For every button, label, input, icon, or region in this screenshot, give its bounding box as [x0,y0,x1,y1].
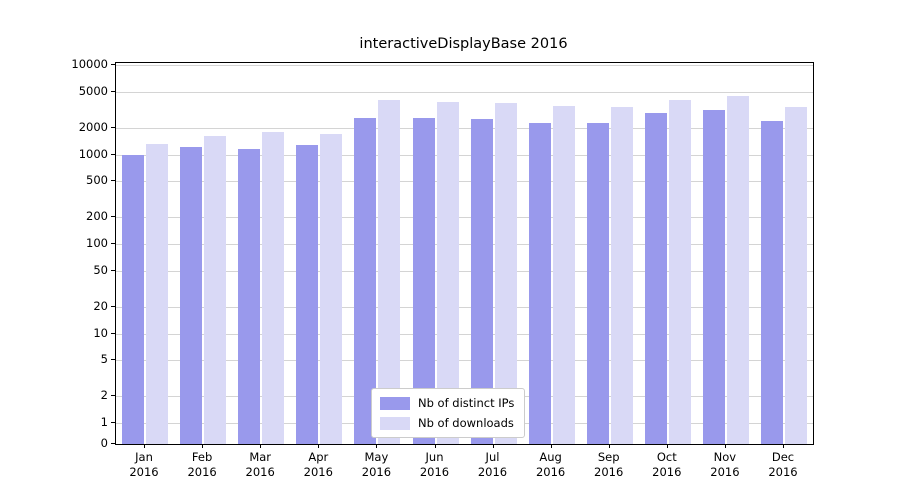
x-tick-mark [724,444,726,448]
gridline [116,360,813,362]
y-tick-mark [111,243,115,244]
bar-distinct-ips [354,118,377,444]
y-tick-label: 2000 [78,119,108,134]
bar-distinct-ips [586,122,609,444]
gridline [116,244,813,245]
bar-distinct-ips [238,149,261,444]
bar-downloads [668,100,691,444]
x-tick-mark [202,444,204,448]
gridline [116,65,813,66]
y-tick-mark [111,153,115,155]
x-tick-mark [492,444,494,448]
plot-area [115,62,814,445]
y-tick-label: 0 [100,436,108,450]
x-tick-label: Apr 2016 [303,450,333,479]
x-tick-label: May 2016 [361,450,392,479]
gridline [116,154,813,156]
x-tick-mark [376,444,378,448]
bar-distinct-ips [644,113,667,444]
y-tick-label: 2 [100,388,108,403]
y-tick-label: 200 [86,209,108,224]
bar-downloads [204,135,227,444]
bar-downloads [378,99,401,444]
y-tick-mark [111,359,115,361]
x-tick-label: Dec 2016 [768,450,798,479]
x-tick-mark [144,444,145,448]
x-tick-mark [608,444,610,448]
bar-distinct-ips [296,144,319,444]
gridline [116,181,813,183]
y-tick-label: 50 [93,262,108,277]
y-tick-mark [111,395,115,397]
x-tick-mark [666,444,668,448]
legend-entry-distinct-ips: Nb of distinct IPs [380,396,514,410]
legend-entry-downloads: Nb of downloads [380,416,514,430]
y-tick-label: 5 [100,352,108,367]
gridline [116,306,813,308]
y-tick-mark [111,90,115,92]
bar-downloads [726,96,749,444]
legend-label-downloads: Nb of downloads [418,416,514,430]
y-tick-label: 500 [86,173,108,188]
y-tick-mark [111,269,115,271]
x-tick-label: Nov 2016 [710,450,740,479]
legend-label-distinct-ips: Nb of distinct IPs [418,396,515,410]
gridline [116,270,813,272]
x-tick-label: Jul 2016 [477,450,508,479]
bar-distinct-ips [122,155,144,444]
bar-distinct-ips [412,118,435,444]
x-tick-label: Mar 2016 [245,450,275,479]
y-tick-label: 100 [86,236,108,250]
y-tick-mark [111,216,115,218]
bar-distinct-ips [702,109,725,444]
x-tick-label: Oct 2016 [652,450,682,479]
gridline [116,217,813,219]
gridline [116,333,813,335]
x-tick-label: Feb 2016 [187,450,217,479]
downloads-swatch-icon [380,416,410,430]
y-tick-label: 20 [93,298,108,313]
bar-downloads [146,143,168,444]
x-tick-mark [434,444,436,448]
y-tick-mark [111,332,115,334]
bar-downloads [785,106,807,444]
x-tick-label: Sep 2016 [594,450,624,479]
chart-title: interactiveDisplayBase 2016 [359,36,568,52]
y-tick-label: 10 [93,325,108,340]
x-tick-mark [260,444,262,448]
x-tick-mark [783,444,784,448]
x-tick-mark [318,444,320,448]
bar-downloads [436,101,459,444]
y-tick-mark [111,180,115,182]
bar-downloads [610,106,633,444]
bar-distinct-ips [761,120,783,444]
bar-distinct-ips [180,147,203,444]
y-tick-mark [111,422,115,423]
y-tick-mark [111,64,115,65]
y-tick-label: 10000 [71,57,108,71]
y-tick-mark [111,443,115,444]
y-tick-mark [111,126,115,128]
x-tick-label: Jun 2016 [419,450,450,479]
bar-distinct-ips [470,119,493,444]
bar-downloads [320,133,343,444]
bar-downloads [552,106,575,444]
legend: Nb of distinct IPs Nb of downloads [371,388,526,438]
x-tick-mark [550,444,552,448]
bar-distinct-ips [528,122,551,444]
y-tick-label: 1 [100,415,108,429]
gridline [116,127,813,129]
x-tick-label: Jan 2016 [129,450,159,479]
y-tick-label: 1000 [78,146,108,161]
bar-downloads [494,102,517,444]
gridline [116,91,813,93]
bar-downloads [262,131,285,444]
distinct-ips-swatch-icon [380,396,410,410]
y-tick-label: 5000 [78,83,108,98]
y-tick-mark [111,305,115,307]
x-tick-label: Aug 2016 [535,450,566,479]
